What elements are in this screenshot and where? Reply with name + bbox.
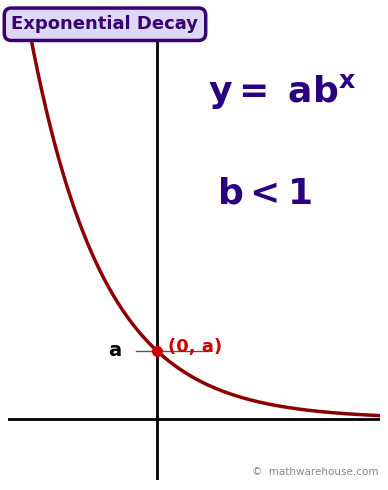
Text: $\bf{y=\ ab^x}$: $\bf{y=\ ab^x}$ — [208, 72, 356, 111]
Text: ©  mathwarehouse.com: © mathwarehouse.com — [252, 467, 378, 477]
Text: (0, a): (0, a) — [168, 338, 222, 356]
Text: Exponential Decay: Exponential Decay — [12, 15, 199, 33]
Text: $\bf{b < 1}$: $\bf{b < 1}$ — [217, 177, 312, 211]
Text: a: a — [108, 341, 121, 360]
